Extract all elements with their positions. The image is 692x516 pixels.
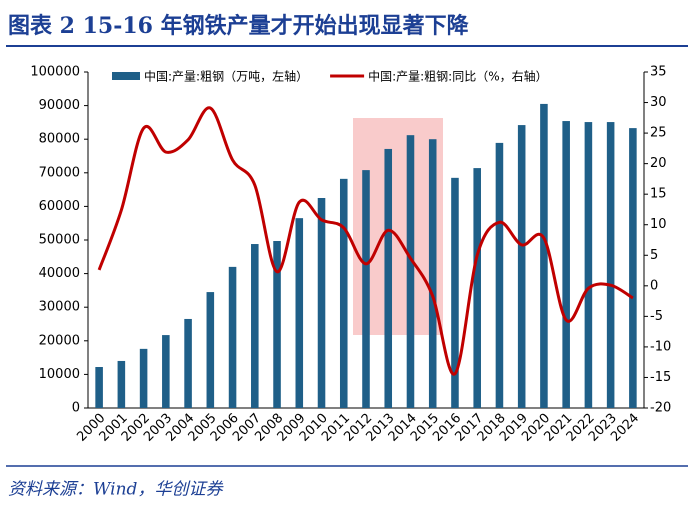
y-tick-label: 50000	[39, 233, 80, 248]
bar	[184, 318, 192, 408]
bar	[473, 168, 481, 408]
line	[97, 106, 634, 376]
bar	[428, 139, 437, 408]
bar	[517, 125, 526, 408]
bar	[495, 142, 504, 408]
bar	[629, 128, 637, 408]
y-tick-label: 90000	[39, 98, 80, 113]
legend-swatch	[112, 72, 140, 80]
y2-tick-label: 25	[650, 126, 667, 141]
y-tick-label: 40000	[39, 266, 80, 281]
bar	[339, 178, 348, 408]
y2-tick-label: -10	[650, 339, 671, 354]
y-tick-label: 70000	[39, 165, 80, 180]
y-tick-label: 60000	[39, 199, 80, 214]
bar	[228, 266, 237, 408]
bar	[273, 241, 281, 408]
bar	[451, 177, 459, 408]
y2-tick-label: 20	[650, 156, 667, 171]
y2-tick-label: 0	[650, 278, 658, 293]
y2-tick-label: 15	[650, 187, 667, 202]
legend-label: 中国:产量:粗钢（万吨，左轴）	[144, 69, 308, 84]
y-tick-label: 80000	[39, 132, 80, 147]
y-tick-label: 100000	[30, 65, 80, 80]
y2-tick-label: 10	[650, 217, 667, 232]
y-tick-label: 10000	[39, 367, 80, 382]
bar	[295, 218, 304, 408]
bar	[162, 335, 170, 408]
y2-tick-label: 5	[650, 248, 658, 263]
title: 图表 2 15-16 年钢铁产量才开始出现显著下降	[8, 13, 470, 39]
bar	[406, 135, 415, 408]
bar	[562, 121, 570, 408]
bar	[384, 148, 393, 408]
bar	[117, 360, 126, 408]
bar	[362, 170, 370, 408]
y2-tick-label: -5	[650, 309, 663, 324]
y2-tick-label: 30	[650, 95, 667, 110]
bar	[139, 348, 148, 408]
y2-tick-label: -15	[650, 370, 671, 385]
bar	[251, 244, 259, 408]
bar	[584, 122, 593, 409]
bar	[317, 198, 326, 408]
bar	[206, 292, 215, 408]
y-tick-label: 0	[72, 401, 80, 416]
y-tick-label: 20000	[39, 333, 80, 348]
y2-tick-label: 35	[650, 65, 667, 80]
bar	[606, 122, 615, 409]
bar	[95, 367, 103, 408]
y2-tick-label: -20	[650, 401, 671, 416]
source: 资料来源：Wind，华创证券	[8, 480, 224, 500]
bar	[540, 103, 548, 409]
legend-label: 中国:产量:粗钢:同比（%，右轴）	[368, 69, 548, 84]
y-tick-label: 30000	[39, 300, 80, 315]
